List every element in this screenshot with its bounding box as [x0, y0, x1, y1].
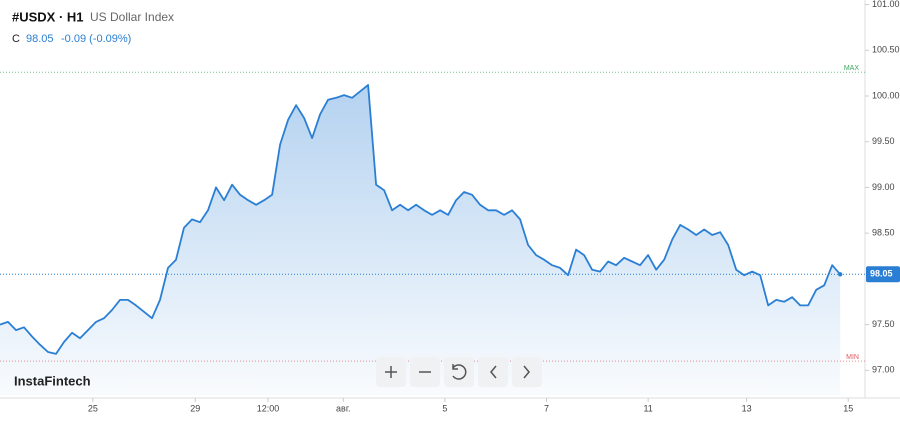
x-tick-label: 25 [88, 403, 98, 413]
reset-button[interactable] [444, 357, 474, 387]
y-tick-label: 101.00 [872, 0, 900, 9]
area [0, 85, 841, 395]
zoom-in-button[interactable] [376, 357, 406, 387]
close-prefix: C [12, 33, 20, 45]
x-tick-label: 7 [544, 403, 549, 413]
scroll-right-button[interactable] [512, 357, 542, 387]
toolbar [376, 357, 542, 387]
y-tick-label: 100.50 [872, 45, 900, 55]
y-tick-label: 100.00 [872, 90, 900, 100]
zoom-out-button[interactable] [410, 357, 440, 387]
instrument-name: US Dollar Index [90, 10, 174, 24]
symbol: #USDX · H1 [12, 9, 84, 24]
x-tick-label: 12:00 [257, 403, 280, 413]
x-tick-label: 11 [643, 403, 652, 413]
close-value: 98.05 [26, 33, 54, 45]
y-tick-label: 98.50 [872, 228, 895, 238]
scroll-left-button[interactable] [478, 357, 508, 387]
x-tick-label: 29 [190, 403, 200, 413]
x-tick-label: 15 [843, 403, 853, 413]
x-tick-label: 13 [742, 403, 752, 413]
max-line-label: MAX [844, 65, 860, 72]
y-tick-label: 99.50 [872, 136, 895, 146]
y-tick-label: 99.00 [872, 182, 895, 192]
x-tick-label: 5 [442, 403, 447, 413]
line [0, 84, 841, 355]
brand: InstaFintech [14, 373, 91, 388]
y-tick-label: 97.50 [872, 319, 895, 329]
close-badge [866, 266, 900, 283]
y-tick-label: 97.00 [872, 365, 895, 375]
change: -0.09 (-0.09%) [61, 33, 131, 45]
x-tick-label: авг. [336, 403, 350, 413]
close-badge-label: 98.05 [870, 269, 893, 279]
min-line-label: MIN [846, 354, 859, 361]
